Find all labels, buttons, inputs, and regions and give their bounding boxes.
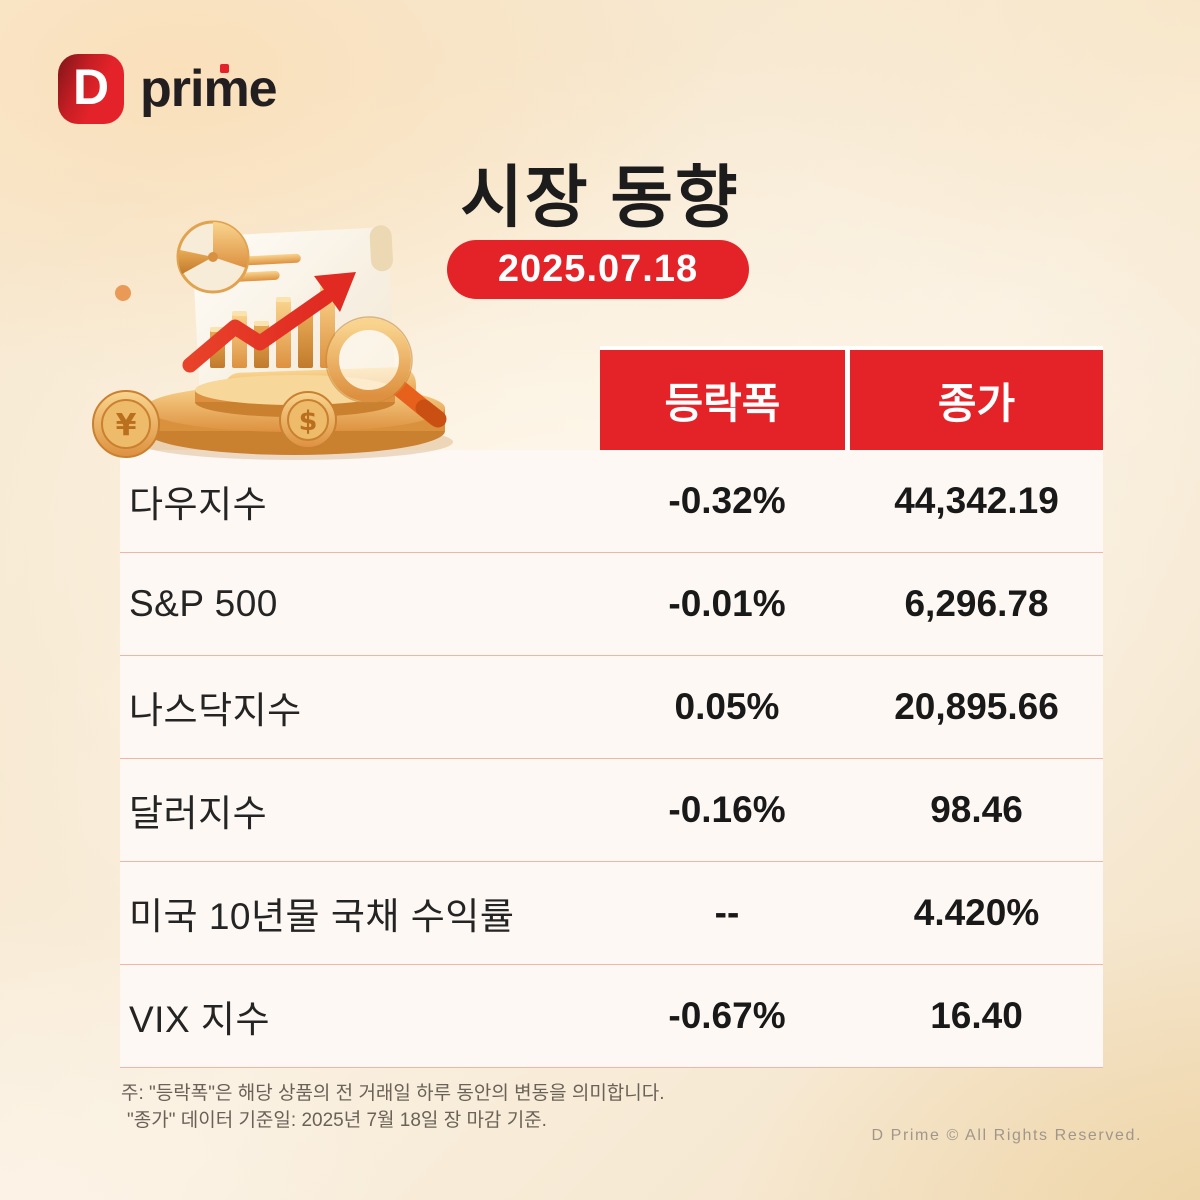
orange-dot [115, 285, 131, 301]
logo-wordmark: prime [140, 60, 278, 118]
rising-arrow-3d [182, 272, 356, 373]
finance-illustration: ¥ $ [88, 210, 492, 466]
index-change: 0.05% [674, 686, 780, 727]
footnote-change-definition: 주: "등락폭"은 해당 상품의 전 거래일 하루 동안의 변동을 의미합니다. [121, 1083, 665, 1104]
table-row-sp500: S&P 500 -0.01% 6,296.78 [120, 553, 1103, 656]
d-prime-logo-icon: D [58, 54, 124, 124]
index-close: 44,342.19 [894, 480, 1059, 521]
date-badge-text: 2025.07.18 [497, 248, 699, 290]
finance-illustration-svg: ¥ $ [92, 220, 453, 460]
index-change: -0.32% [668, 480, 786, 521]
logo-wordmark-text: prime [140, 60, 278, 118]
column-header-gap [845, 350, 850, 450]
page-title: 시장 동향 [460, 160, 740, 236]
index-name: 미국 10년물 국채 수익률 [129, 896, 515, 937]
market-table: 다우지수 -0.32% 44,342.19 S&P 500 -0.01% 6,2… [120, 450, 1103, 1068]
brand-logo: D prime [58, 54, 278, 124]
index-change: -0.16% [668, 789, 786, 830]
column-header-close: 종가 [850, 350, 1103, 450]
index-name: 다우지수 [129, 484, 268, 525]
index-name: 달러지수 [129, 793, 268, 834]
table-row-dow: 다우지수 -0.32% 44,342.19 [120, 450, 1103, 553]
footnotes: 주: "등락폭"은 해당 상품의 전 거래일 하루 동안의 변동을 의미합니다.… [121, 1080, 665, 1134]
table-row-nasdaq: 나스닥지수 0.05% 20,895.66 [120, 656, 1103, 759]
index-name: S&P 500 [129, 583, 278, 624]
index-close: 4.420% [913, 892, 1040, 933]
index-change: -- [714, 892, 740, 933]
table-header: 등락폭 종가 [600, 346, 1103, 450]
dollar-coin-3d: $ [279, 391, 337, 449]
svg-text:$: $ [299, 406, 318, 437]
index-name: VIX 지수 [129, 999, 270, 1040]
yen-coin-3d: ¥ [92, 390, 160, 458]
index-change: -0.67% [668, 995, 786, 1036]
column-header-change: 등락폭 [600, 350, 845, 450]
index-close: 6,296.78 [904, 583, 1049, 624]
table-row-us10y: 미국 10년물 국채 수익률 -- 4.420% [120, 862, 1103, 965]
table-row-dollar-index: 달러지수 -0.16% 98.46 [120, 759, 1103, 862]
table-row-vix: VIX 지수 -0.67% 16.40 [120, 965, 1103, 1068]
date-badge: 2025.07.18 [447, 240, 749, 299]
footnote-close-basis: "종가" 데이터 기준일: 2025년 7월 18일 장 마감 기준. [127, 1110, 547, 1131]
index-close: 16.40 [930, 995, 1023, 1036]
copyright-text: D Prime © All Rights Reserved. [871, 1127, 1142, 1144]
index-close: 20,895.66 [894, 686, 1059, 727]
svg-text:¥: ¥ [116, 408, 137, 443]
logo-letter: D [72, 59, 110, 115]
index-close: 98.46 [930, 789, 1023, 830]
logo-i-dot [220, 64, 229, 73]
index-name: 나스닥지수 [129, 690, 302, 731]
index-change: -0.01% [668, 583, 786, 624]
pie-chart-3d [176, 220, 250, 294]
magnifier-3d [325, 316, 447, 428]
